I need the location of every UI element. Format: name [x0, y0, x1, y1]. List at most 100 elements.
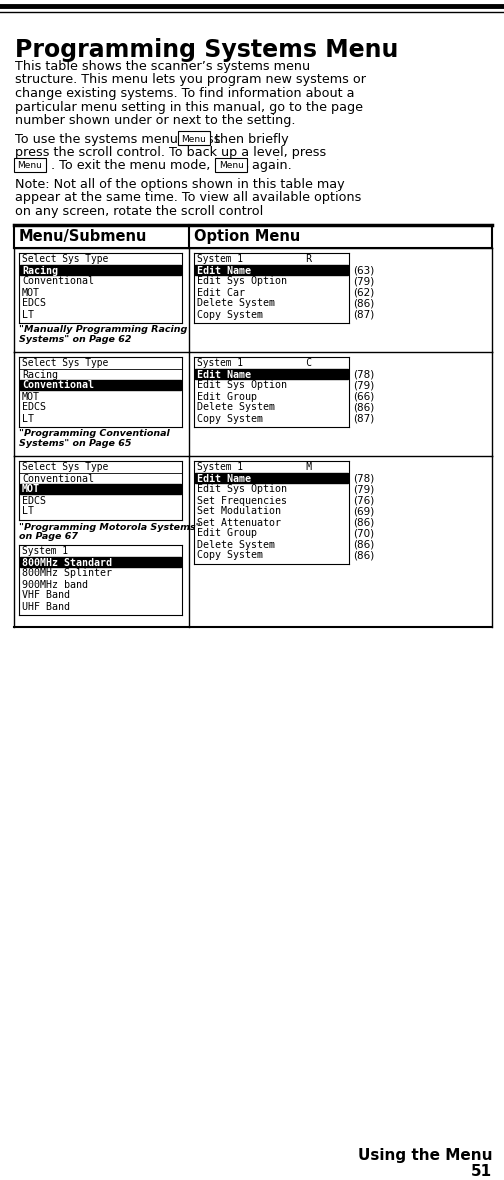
Text: (76): (76): [353, 496, 374, 505]
Text: Select Sys Type: Select Sys Type: [22, 463, 108, 472]
Text: then briefly: then briefly: [211, 132, 289, 145]
Bar: [20, 484, 181, 494]
Text: "Programming Motorola Systems": "Programming Motorola Systems": [19, 523, 201, 531]
Text: System 1: System 1: [22, 546, 68, 557]
Text: Edit Name: Edit Name: [197, 266, 251, 275]
Text: Edit Group: Edit Group: [197, 392, 257, 401]
Text: EDCS: EDCS: [22, 402, 46, 413]
Text: Menu: Menu: [18, 162, 42, 170]
Text: Racing: Racing: [22, 369, 58, 380]
Text: Using the Menu: Using the Menu: [357, 1148, 492, 1163]
Text: Systems" on Page 62: Systems" on Page 62: [19, 335, 132, 345]
Text: (79): (79): [353, 276, 374, 287]
Text: Set Frequencies: Set Frequencies: [197, 496, 287, 505]
Text: Conventional: Conventional: [22, 473, 94, 484]
Bar: [20, 264, 181, 275]
Text: Racing: Racing: [22, 266, 58, 276]
Text: (86): (86): [353, 299, 374, 308]
Text: Delete System: Delete System: [197, 299, 275, 308]
Text: System 1           C: System 1 C: [197, 359, 312, 368]
Text: press the scroll control. To back up a level, press: press the scroll control. To back up a l…: [15, 146, 326, 159]
Bar: [14, 224, 492, 248]
Bar: [195, 264, 348, 275]
Bar: [195, 472, 348, 483]
Text: (70): (70): [353, 529, 374, 538]
Text: (86): (86): [353, 539, 374, 550]
Text: Copy System: Copy System: [197, 309, 263, 320]
Text: Select Sys Type: Select Sys Type: [22, 359, 108, 368]
Text: System 1           M: System 1 M: [197, 463, 312, 472]
Text: Option Menu: Option Menu: [194, 229, 300, 243]
Text: Conventional: Conventional: [22, 380, 94, 391]
Text: MOT: MOT: [22, 288, 40, 297]
Text: Menu: Menu: [219, 162, 244, 170]
Bar: [20, 557, 181, 568]
Text: Copy System: Copy System: [197, 413, 263, 424]
Text: Note: Not all of the options shown in this table may: Note: Not all of the options shown in th…: [15, 178, 345, 191]
Text: Set Modulation: Set Modulation: [197, 506, 281, 517]
Text: Edit Name: Edit Name: [197, 473, 251, 484]
Text: Edit Group: Edit Group: [197, 529, 257, 538]
Text: 900MHz band: 900MHz band: [22, 579, 88, 590]
Text: (63): (63): [353, 266, 374, 275]
Text: Programming Systems Menu: Programming Systems Menu: [15, 38, 398, 63]
Text: LT: LT: [22, 413, 34, 424]
FancyBboxPatch shape: [215, 157, 247, 171]
Text: (79): (79): [353, 485, 374, 494]
Text: "Manually Programming Racing: "Manually Programming Racing: [19, 326, 187, 334]
Text: LT: LT: [22, 506, 34, 517]
Text: (78): (78): [353, 473, 374, 484]
Text: (66): (66): [353, 392, 374, 401]
Text: (62): (62): [353, 288, 374, 297]
Text: Copy System: Copy System: [197, 551, 263, 560]
Text: Systems" on Page 65: Systems" on Page 65: [19, 439, 132, 448]
Text: appear at the same time. To view all available options: appear at the same time. To view all ava…: [15, 191, 361, 204]
Text: . To exit the menu mode, press: . To exit the menu mode, press: [47, 159, 253, 172]
Text: Set Attenuator: Set Attenuator: [197, 518, 281, 527]
Text: Edit Sys Option: Edit Sys Option: [197, 380, 287, 391]
Text: LT: LT: [22, 309, 34, 320]
Text: Select Sys Type: Select Sys Type: [22, 255, 108, 264]
Text: 800MHz Splinter: 800MHz Splinter: [22, 569, 112, 578]
FancyBboxPatch shape: [14, 157, 46, 171]
Bar: [20, 380, 181, 391]
Text: 800MHz Standard: 800MHz Standard: [22, 557, 112, 568]
Text: Menu/Submenu: Menu/Submenu: [19, 229, 147, 243]
Text: on any screen, rotate the scroll control: on any screen, rotate the scroll control: [15, 205, 263, 218]
Text: MOT: MOT: [22, 392, 40, 401]
Text: again.: again.: [248, 159, 292, 172]
Text: (86): (86): [353, 518, 374, 527]
Text: (79): (79): [353, 380, 374, 391]
Text: (86): (86): [353, 551, 374, 560]
Text: Conventional: Conventional: [22, 276, 94, 287]
Text: EDCS: EDCS: [22, 496, 46, 505]
Text: Delete System: Delete System: [197, 402, 275, 413]
Bar: [195, 368, 348, 379]
Text: To use the systems menu, press: To use the systems menu, press: [15, 132, 224, 145]
Text: Edit Sys Option: Edit Sys Option: [197, 485, 287, 494]
Text: structure. This menu lets you program new systems or: structure. This menu lets you program ne…: [15, 73, 366, 86]
Text: EDCS: EDCS: [22, 299, 46, 308]
Text: MOT: MOT: [22, 485, 40, 494]
Text: This table shows the scanner’s systems menu: This table shows the scanner’s systems m…: [15, 60, 310, 73]
Text: Menu: Menu: [181, 135, 207, 144]
Text: UHF Band: UHF Band: [22, 602, 70, 611]
Text: number shown under or next to the setting.: number shown under or next to the settin…: [15, 114, 295, 127]
Text: VHF Band: VHF Band: [22, 590, 70, 601]
Text: "Programming Conventional: "Programming Conventional: [19, 430, 170, 439]
Text: (86): (86): [353, 402, 374, 413]
Text: Edit Name: Edit Name: [197, 369, 251, 380]
Text: 51: 51: [471, 1163, 492, 1179]
Text: change existing systems. To find information about a: change existing systems. To find informa…: [15, 87, 354, 100]
Text: System 1           R: System 1 R: [197, 255, 312, 264]
Text: (87): (87): [353, 309, 374, 320]
Text: Edit Car: Edit Car: [197, 288, 245, 297]
Text: (87): (87): [353, 413, 374, 424]
Text: (69): (69): [353, 506, 374, 517]
Text: (78): (78): [353, 369, 374, 380]
Text: particular menu setting in this manual, go to the page: particular menu setting in this manual, …: [15, 100, 363, 113]
Text: Edit Sys Option: Edit Sys Option: [197, 276, 287, 287]
Text: Delete System: Delete System: [197, 539, 275, 550]
Text: on Page 67: on Page 67: [19, 532, 78, 540]
FancyBboxPatch shape: [178, 131, 210, 144]
